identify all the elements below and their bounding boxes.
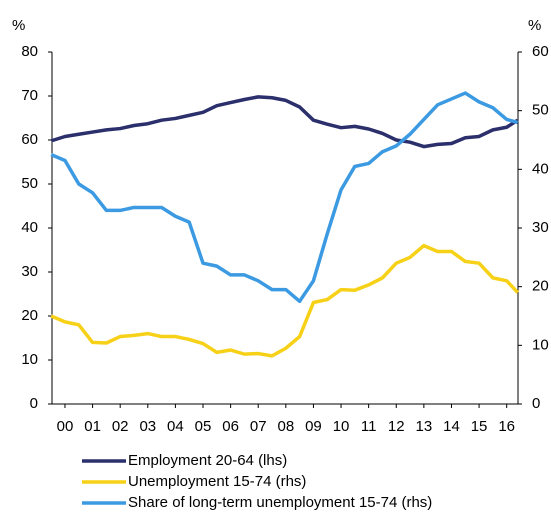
series-line <box>50 91 519 304</box>
x-tick-label: 05 <box>195 418 212 435</box>
y-tick-label: 10 <box>21 351 38 368</box>
y-tick-label: 50 <box>21 175 38 192</box>
y2-tick-label: 10 <box>532 336 549 353</box>
x-tick-label: 16 <box>498 418 515 435</box>
y-axis-unit: % <box>12 17 25 34</box>
y-tick-label: 20 <box>21 307 38 324</box>
x-tick-label: 01 <box>84 418 101 435</box>
x-tick-label: 13 <box>416 418 433 435</box>
y-tick-label: 0 <box>30 395 38 412</box>
y-tick-label: 70 <box>21 87 38 104</box>
y2-tick-label: 0 <box>532 395 540 412</box>
x-tick-label: 11 <box>361 418 377 435</box>
x-tick-label: 14 <box>443 418 460 435</box>
x-tick-label: 12 <box>388 418 405 435</box>
y2-tick-label: 20 <box>532 278 549 295</box>
y-tick-label: 60 <box>21 131 38 148</box>
x-tick-label: 07 <box>250 418 267 435</box>
x-tick-label: 09 <box>305 418 322 435</box>
plot-area <box>51 52 519 405</box>
legend-label: Unemployment 15-74 (rhs) <box>128 473 306 490</box>
legend-label: Employment 20-64 (lhs) <box>128 452 287 469</box>
x-tick-label: 15 <box>471 418 488 435</box>
x-tick-label: 03 <box>139 418 156 435</box>
series-line <box>50 243 519 358</box>
y2-tick-label: 30 <box>532 219 549 236</box>
y2-tick-label: 50 <box>532 102 549 119</box>
y-tick-label: 40 <box>21 219 38 236</box>
x-tick-label: 04 <box>167 418 184 435</box>
y2-axis-unit: % <box>528 17 541 34</box>
x-tick-label: 02 <box>112 418 129 435</box>
x-tick-label: 10 <box>333 418 350 435</box>
y-tick-label: 80 <box>21 43 38 60</box>
y2-tick-label: 60 <box>532 43 549 60</box>
series-line <box>50 95 519 149</box>
legend-label: Share of long-term unemployment 15-74 (r… <box>128 494 432 511</box>
x-tick-label: 06 <box>222 418 239 435</box>
x-tick-label: 08 <box>277 418 294 435</box>
y2-tick-label: 40 <box>532 160 549 177</box>
y-tick-label: 30 <box>21 263 38 280</box>
x-tick-label: 00 <box>57 418 74 435</box>
